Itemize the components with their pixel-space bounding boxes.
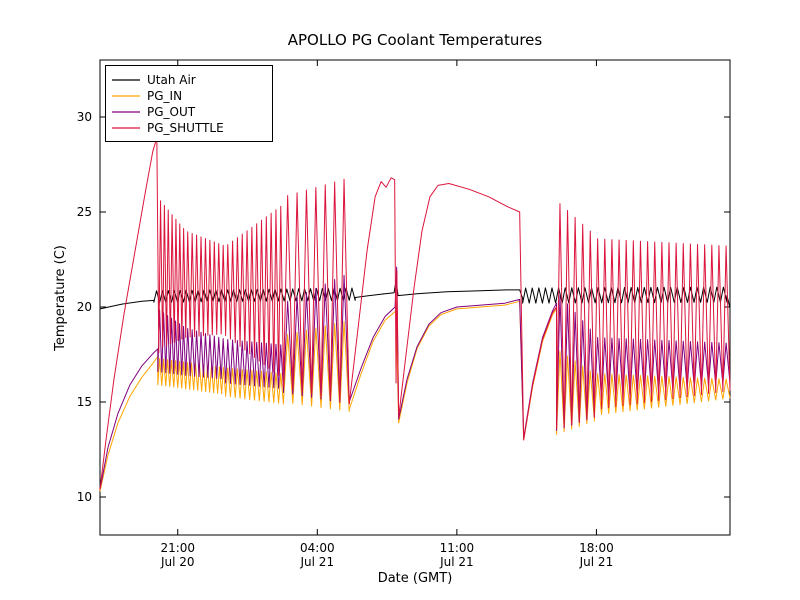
x-tick-label-time: 11:00 bbox=[440, 541, 475, 555]
legend-label-pg_shuttle: PG_SHUTTLE bbox=[147, 121, 224, 135]
legend: Utah Air PG_IN PG_OUT PG_SHUTTLE bbox=[105, 65, 273, 142]
x-tick-label-date: Jul 21 bbox=[579, 555, 614, 569]
x-tick-label-date: Jul 20 bbox=[160, 555, 195, 569]
legend-label-utah-air: Utah Air bbox=[147, 73, 196, 87]
series-line-pg_in bbox=[99, 300, 731, 492]
y-axis-label: Temperature (C) bbox=[53, 245, 68, 352]
y-tick-label: 30 bbox=[77, 110, 92, 124]
legend-label-pg_in: PG_IN bbox=[147, 89, 182, 103]
y-tick-label: 15 bbox=[77, 395, 92, 409]
series-line-pg_out bbox=[99, 266, 731, 490]
chart-title: APOLLO PG Coolant Temperatures bbox=[288, 31, 543, 49]
x-tick-label-time: 21:00 bbox=[160, 541, 195, 555]
x-axis-label: Date (GMT) bbox=[378, 571, 453, 586]
legend-label-pg_out: PG_OUT bbox=[147, 105, 196, 119]
y-tick-label: 25 bbox=[77, 205, 92, 219]
y-tick-label: 20 bbox=[77, 300, 92, 314]
legend-box bbox=[105, 65, 273, 142]
x-tick-label-date: Jul 21 bbox=[439, 555, 474, 569]
y-tick-label: 10 bbox=[77, 490, 92, 504]
x-tick-label-date: Jul 21 bbox=[300, 555, 335, 569]
x-tick-label-time: 18:00 bbox=[579, 541, 614, 555]
x-tick-label-time: 04:00 bbox=[300, 541, 335, 555]
series-line-pg_shuttle bbox=[99, 137, 731, 490]
